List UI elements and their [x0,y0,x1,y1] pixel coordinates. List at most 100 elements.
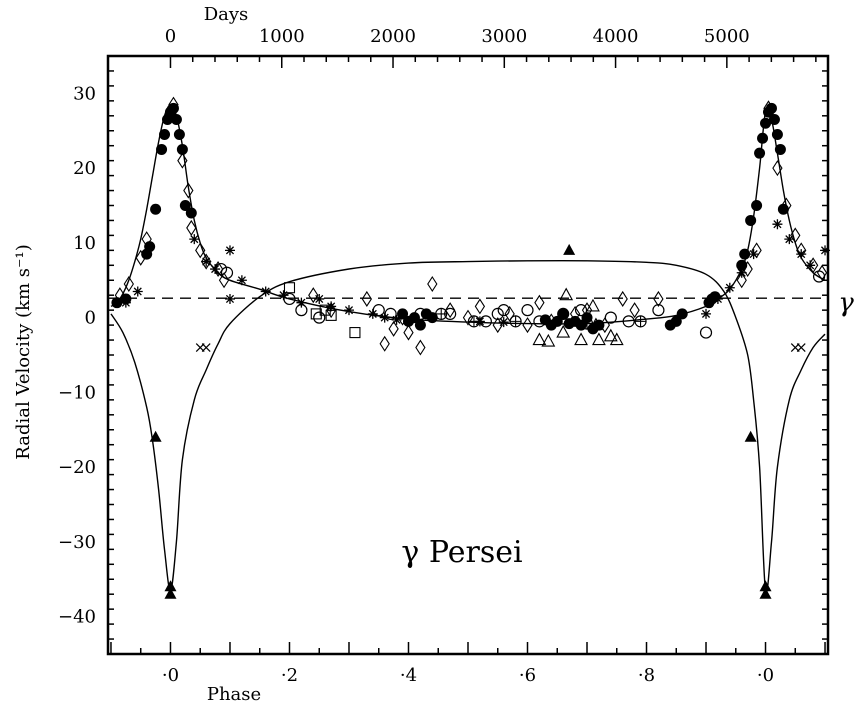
filled-circle-point [745,214,757,226]
cross-point [796,343,806,352]
fitted-curves [110,103,826,594]
asterisk-point [278,290,289,301]
open-circle-point [491,307,504,320]
open-square-point [283,282,296,294]
y-tick-label: 0 [85,308,96,329]
asterisk-point [498,317,509,328]
open-diamond-point [177,152,188,169]
filled-circle-point [670,315,682,327]
open-circle-point [313,311,326,324]
asterisk-point [120,297,131,308]
open-diamond-point [186,219,197,236]
asterisk-point [712,293,723,304]
asterisk-point [314,293,325,304]
filled-circle-point [173,128,185,140]
filled-triangle-point [149,430,162,442]
asterisk-point [236,275,247,286]
filled-circle-point [768,114,780,126]
open-square-point [325,309,337,321]
open-triangle-point [556,324,571,338]
asterisk-point [296,297,307,308]
chart-title: γ Persei [401,535,522,570]
asterisk-point [367,308,378,319]
asterisk-point [724,282,735,293]
filled-circle-point [765,102,777,114]
open-diamond-point [492,317,503,334]
open-diamond-point [772,160,783,177]
filled-circle-point [144,241,156,253]
filled-triangle-point [164,587,177,599]
open-triangle-point [559,287,574,301]
open-circle-point [699,326,713,339]
open-diamond-point [403,324,414,341]
y-tick-label: −30 [58,532,96,553]
open-circle-point [479,315,492,328]
filled-circle-point [414,319,426,331]
filled-triangle-point [759,580,772,592]
open-triangle-point [609,332,624,346]
y-tick-label: −10 [58,382,96,403]
open-triangle-point [574,332,588,346]
x2-tick-label: 4000 [593,26,639,47]
circle-plus-point [580,317,594,330]
filled-circle-point [156,143,168,155]
open-circle-point [622,315,635,328]
asterisk-point [379,312,390,323]
open-triangle-point [532,332,547,346]
x-tick-label: ·4 [400,665,417,686]
y-tick-label: 30 [73,83,96,104]
filled-circle-point [557,308,569,320]
asterisk-point [391,314,402,325]
asterisk-point [748,249,759,260]
filled-circle-point [771,128,783,140]
x2-tick-label: 1000 [259,26,305,47]
filled-circle-point [167,102,179,114]
open-circle-point [497,304,510,317]
open-triangle-point [603,328,618,342]
open-triangle-point [586,298,600,312]
circle-plus-point [467,315,481,328]
asterisk-point [132,286,143,297]
open-diamond-point [308,287,319,304]
filled-circle-point [736,259,748,271]
filled-circle-point [774,143,786,155]
filled-triangle-point [744,430,757,442]
open-diamond-point [581,302,593,319]
circle-plus-point [634,315,647,328]
open-diamond-point [379,335,390,352]
x-axis-title: Phase [207,684,261,705]
open-diamond-point [653,290,664,307]
asterisk-point [326,301,337,312]
open-circle-point [604,311,617,324]
data-points [111,96,831,599]
filled-circle-point [408,312,420,324]
gamma-label: γ [838,288,854,318]
open-square-point [310,308,322,320]
asterisk-point [224,293,235,304]
y-axis-title: Radial Velocity (km s⁻¹) [13,244,34,459]
asterisk-point [201,256,212,267]
top-axis-title: Days [204,4,249,25]
open-circle-point [283,292,296,306]
filled-triangle-point [563,243,576,255]
open-triangle-point [591,332,606,346]
open-diamond-point [742,261,753,278]
y-tick-label: −20 [58,457,96,478]
x2-tick-label: 3000 [481,26,527,47]
open-circle-point [295,304,308,317]
cross-point [201,343,211,352]
open-circle-point [574,304,588,317]
open-diamond-point [361,290,372,307]
open-circle-point [384,307,397,320]
filled-circle-point [176,143,188,155]
open-diamond-point [195,242,206,259]
open-diamond-point [546,313,557,330]
open-circle-point [812,270,826,283]
filled-circle-point [179,200,191,211]
filled-circle-point [760,117,772,129]
asterisk-point [260,286,271,297]
open-circle-point [214,262,228,276]
asterisk-point [805,260,816,271]
x-tick-label: ·8 [638,665,655,686]
filled-circle-point [185,207,197,219]
